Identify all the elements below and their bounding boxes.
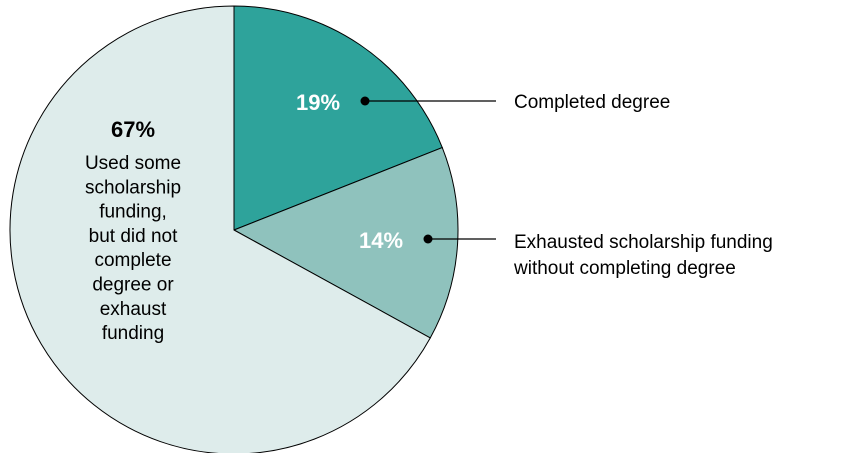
pie-slice-exhausted-scholarship-funding-without-co — [232, 146, 459, 339]
slice-percent-label: 19% — [296, 90, 340, 115]
slice-description-line: funding — [102, 323, 164, 344]
callout-label: Completed degree — [514, 92, 670, 113]
slice-percent-label: 14% — [359, 228, 403, 253]
pie-slice-used-some-scholarship-funding-but-did-no — [9, 5, 431, 453]
pie-labels: 19% 14% 67% Used some scholarship funding, but… — [85, 90, 403, 344]
slice-description-line: scholarship — [85, 177, 181, 198]
callout-label: without completing degree — [513, 258, 736, 279]
slice-description-line: funding, — [99, 202, 167, 223]
slice-percent-label: 67% — [111, 117, 155, 142]
callout-label: Exhausted scholarship funding — [514, 232, 773, 253]
slice-description-line: degree or — [92, 275, 174, 296]
slice-description-line: but did not — [89, 226, 178, 247]
slice-description-line: complete — [94, 250, 171, 271]
pie-callouts: Completed degree Exhausted scholarship fu… — [360, 92, 773, 279]
pie-slice-completed-degree — [233, 5, 443, 231]
pie-slices — [9, 5, 459, 453]
slice-description-line: exhaust — [100, 299, 167, 320]
slice-description-line: Used some — [85, 153, 181, 174]
